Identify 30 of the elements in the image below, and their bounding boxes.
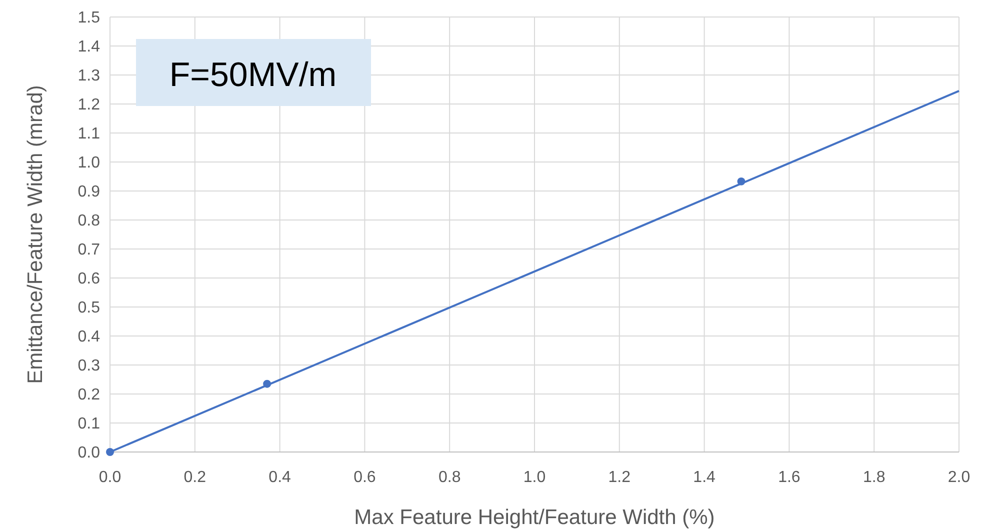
x-tick-label: 0.0 — [98, 469, 122, 486]
x-tick-label: 0.2 — [184, 469, 206, 486]
y-tick-label: 0.2 — [78, 386, 100, 404]
x-tick-label: 0.6 — [354, 469, 376, 486]
y-tick-label: 0.0 — [78, 444, 100, 462]
x-tick-label: 1.8 — [862, 469, 886, 486]
x-tick-label: 1.2 — [608, 469, 631, 486]
y-tick-label: 1.0 — [78, 154, 100, 172]
y-tick-label: 0.8 — [78, 212, 100, 230]
y-tick-label: 0.1 — [78, 416, 100, 433]
x-tick-label: 1.6 — [778, 469, 800, 486]
y-axis-title: Emittance/Feature Width (mrad) — [24, 85, 47, 384]
x-tick-label: 0.8 — [438, 469, 461, 486]
y-tick-label: 1.5 — [78, 10, 100, 27]
x-axis-title: Max Feature Height/Feature Width (%) — [354, 506, 715, 529]
y-tick-label: 1.4 — [78, 38, 100, 56]
y-tick-label: 0.5 — [78, 300, 100, 317]
y-tick-label: 0.3 — [78, 358, 100, 375]
x-tick-label: 1.4 — [693, 469, 716, 486]
y-tick-label: 1.2 — [78, 96, 100, 114]
x-tick-label: 1.0 — [523, 469, 546, 486]
y-tick-label: 1.3 — [78, 68, 100, 85]
annotation: F=50MV/m — [169, 56, 337, 94]
x-tick-label: 2.0 — [948, 469, 970, 486]
y-tick-label: 0.7 — [78, 242, 100, 259]
y-tick-label: 0.6 — [78, 270, 100, 288]
y-tick-label: 0.4 — [78, 328, 100, 346]
y-tick-label: 1.1 — [78, 126, 100, 143]
x-tick-label: 0.4 — [268, 469, 292, 486]
y-tick-label: 0.9 — [78, 184, 100, 201]
